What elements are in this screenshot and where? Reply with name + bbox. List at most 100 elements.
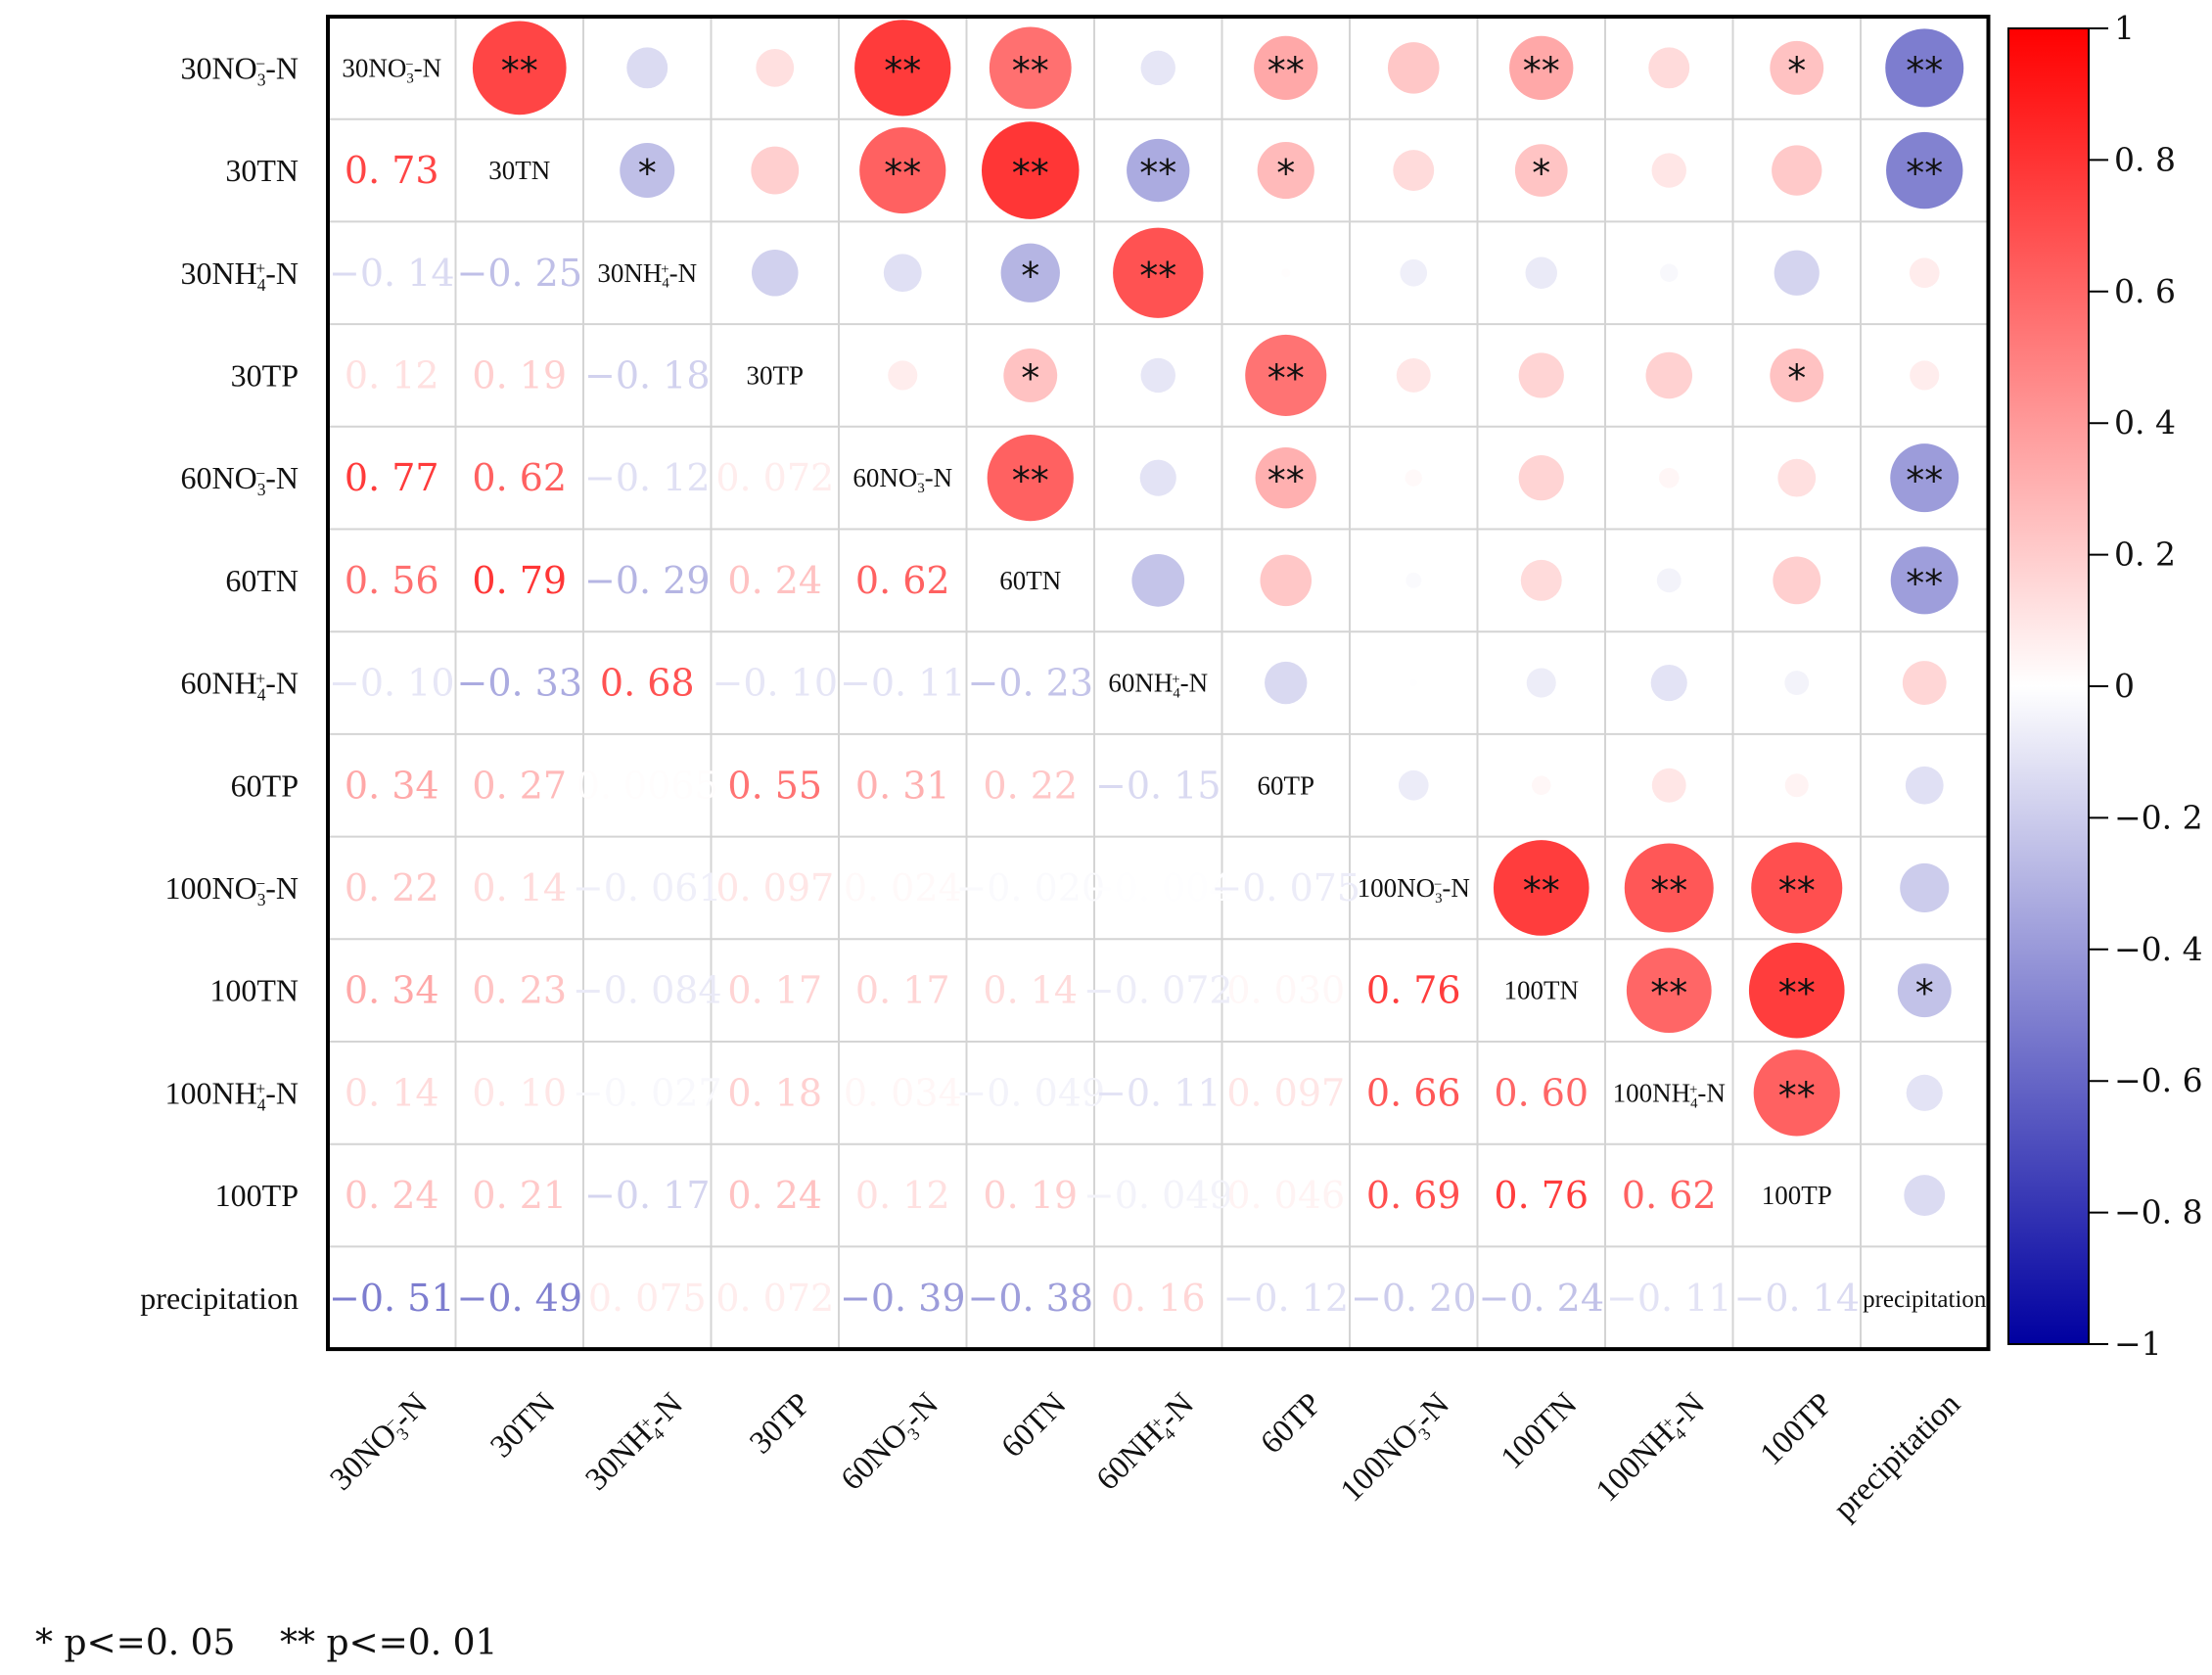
correlation-value: 0. 62	[472, 456, 567, 499]
colorbar-gradient	[2007, 27, 2090, 1345]
grid-lines	[326, 15, 1991, 1352]
significance-star: *	[1787, 356, 1806, 399]
significance-star: *	[638, 152, 657, 195]
correlation-circle	[987, 435, 1074, 522]
x-tick-label: 60NO3−-N	[835, 1386, 948, 1500]
x-tick-label: 60TN	[995, 1386, 1074, 1465]
colorbar-tick-label: 0	[2114, 667, 2135, 705]
y-tick-label: 60TP	[231, 768, 299, 803]
correlation-circle	[1651, 768, 1686, 803]
significance-star: **	[1906, 459, 1943, 502]
x-tick-label: 60NH4+-N	[1090, 1386, 1204, 1500]
significance-star: **	[1650, 869, 1687, 912]
x-tick-label: 100TP	[1754, 1386, 1840, 1472]
correlation-value: 0. 55	[727, 764, 822, 807]
correlation-value: −0. 29	[584, 559, 711, 602]
correlation-circle	[1753, 1049, 1840, 1137]
correlation-circle	[1257, 141, 1314, 200]
significance-star: **	[1012, 152, 1049, 195]
correlation-circle	[1139, 459, 1176, 496]
correlation-value: 0. 12	[345, 353, 439, 396]
correlation-circle	[1409, 679, 1417, 687]
correlation-circle	[1772, 145, 1822, 196]
colorbar-tick-label: 0. 6	[2114, 272, 2176, 310]
significance-star: **	[1012, 459, 1049, 502]
matrix-frame	[326, 15, 1991, 1352]
y-tick-label: 30TN	[225, 153, 299, 188]
significance-star: **	[884, 49, 921, 92]
diagonal-label: 60NH4+-N	[1108, 669, 1208, 702]
diagonal-label: precipitation	[1863, 1286, 1987, 1313]
correlation-circle	[1902, 661, 1947, 705]
correlation-value: 0. 23	[472, 969, 567, 1012]
significance-legend: * p<=0. 05 ** p<=0. 01	[35, 1623, 497, 1663]
correlation-value: 0. 14	[345, 1071, 439, 1114]
correlation-value: −0. 25	[456, 252, 582, 295]
correlation-circle	[1127, 138, 1190, 203]
correlation-circle	[1777, 458, 1817, 497]
correlation-circle	[1518, 455, 1564, 501]
diagonal-label: 30NH4+-N	[597, 258, 697, 292]
correlation-circle	[1784, 671, 1810, 695]
correlation-circle	[756, 48, 795, 87]
correlation-value: 0. 097	[715, 866, 834, 909]
correlation-circle	[1405, 469, 1422, 487]
correlation-circle	[1396, 358, 1431, 393]
correlation-circle	[981, 121, 1080, 219]
correlation-circle	[1400, 258, 1428, 287]
significance-star: **	[1650, 972, 1687, 1015]
correlation-value: 0. 31	[855, 764, 950, 807]
correlation-value: 0. 68	[600, 662, 695, 705]
correlation-circle	[859, 126, 946, 214]
correlation-circle	[1255, 446, 1316, 509]
significance-star: **	[1906, 152, 1943, 195]
correlation-value: 0. 73	[345, 149, 439, 192]
diagonal-label: 100NO3−-N	[1358, 873, 1470, 907]
correlation-value: 0. 77	[345, 456, 439, 499]
correlation-circle	[1520, 559, 1562, 601]
correlation-value: −0. 020	[955, 866, 1105, 909]
correlation-value: 0. 24	[727, 559, 822, 602]
correlation-value: −0. 33	[456, 662, 582, 705]
correlation-value: 0. 79	[472, 559, 567, 602]
correlation-circle	[888, 360, 918, 391]
correlation-circle	[1751, 842, 1843, 934]
correlation-circle	[1626, 948, 1712, 1034]
matrix-cells: 30NO3−-N ** ** ** ** ** * **0. 73 30TN * ** ** ** * * *…	[329, 20, 1987, 1320]
colorbar-tick-label: 1	[2114, 9, 2135, 47]
correlation-circle	[1526, 668, 1556, 698]
correlation-value: −0. 15	[1095, 764, 1221, 807]
correlation-circle	[1509, 35, 1574, 100]
correlation-value: −0. 10	[329, 662, 455, 705]
correlation-value: 0. 19	[983, 1174, 1078, 1217]
correlation-circle	[883, 254, 922, 293]
correlation-circle	[854, 20, 951, 116]
correlation-value: 0. 56	[345, 559, 439, 602]
correlation-value: −0. 072	[1083, 969, 1233, 1012]
correlation-circle	[620, 143, 675, 199]
x-tick-label: 30TN	[484, 1386, 563, 1465]
correlation-circle	[472, 21, 567, 116]
correlation-value: −0. 14	[1733, 1277, 1860, 1320]
correlation-value: −0. 10	[712, 662, 838, 705]
correlation-value: 0. 0065	[576, 764, 718, 807]
significance-star: **	[1523, 49, 1560, 92]
correlation-value: −0. 075	[1211, 866, 1360, 909]
correlation-circle	[1650, 664, 1687, 702]
correlation-circle	[1245, 334, 1327, 416]
correlation-circle	[1890, 443, 1959, 513]
correlation-circle	[1260, 554, 1313, 607]
significance-star: **	[1139, 255, 1176, 298]
significance-star: **	[1012, 49, 1049, 92]
correlation-value: 0. 14	[983, 969, 1078, 1012]
correlation-value: 0. 030	[1226, 969, 1345, 1012]
correlation-value: −0. 061	[573, 866, 722, 909]
colorbar-tick-label: 0. 4	[2114, 403, 2176, 442]
correlation-value: 0. 69	[1366, 1174, 1461, 1217]
y-tick-label: 30NH4+-N	[181, 256, 299, 295]
correlation-circle	[1910, 360, 1940, 391]
x-tick-label: 30NO3−-N	[324, 1386, 438, 1500]
significance-star: **	[1523, 869, 1560, 912]
correlation-value: 0. 24	[345, 1174, 439, 1217]
